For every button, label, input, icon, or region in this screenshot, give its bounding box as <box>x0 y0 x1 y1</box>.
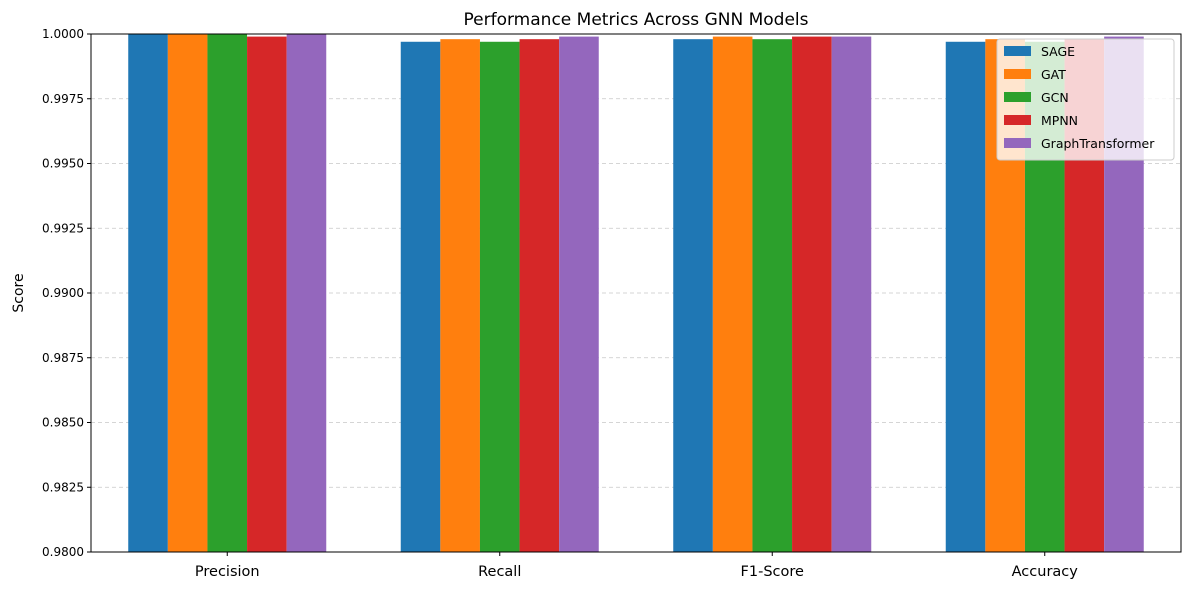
legend: SAGE GAT GCN MPNN GraphTransformer <box>996 38 1175 161</box>
bar-mpnn-recall <box>519 39 560 553</box>
legend-swatch-sage <box>1004 46 1031 56</box>
bar-gcn-f1-score <box>752 39 793 553</box>
legend-swatch-gat <box>1004 69 1031 79</box>
x-tick-label: Precision <box>195 564 260 580</box>
y-tick-label: 0.9975 <box>42 92 84 106</box>
bar-graphtransformer-recall <box>559 36 599 552</box>
legend-label-gat: GAT <box>1041 67 1066 82</box>
legend-box <box>996 38 1175 161</box>
axes: 0.9800 0.9825 0.9850 0.9875 0.9900 0.9925 0.99… <box>42 27 1182 580</box>
y-tick-label: 0.9950 <box>42 157 84 171</box>
chart-title: Performance Metrics Across GNN Models <box>464 10 809 30</box>
legend-label-gcn: GCN <box>1041 90 1069 105</box>
bar-gcn-recall <box>479 41 520 553</box>
y-tick-label: 0.9925 <box>42 221 84 235</box>
bar-mpnn-f1-score <box>792 36 832 552</box>
bar-sage-recall <box>400 41 441 553</box>
y-tick-label: 0.9850 <box>42 416 84 430</box>
bars <box>128 34 1144 553</box>
bar-graphtransformer-precision <box>286 34 327 552</box>
y-tick-label: 0.9825 <box>42 480 84 494</box>
legend-label-graphtransformer: GraphTransformer <box>1041 136 1155 151</box>
legend-swatch-graphtransformer <box>1004 138 1031 148</box>
bar-sage-accuracy <box>945 41 986 553</box>
legend-swatch-mpnn <box>1004 115 1031 125</box>
legend-label-sage: SAGE <box>1041 44 1075 59</box>
y-tick-label: 0.9800 <box>42 545 84 559</box>
y-axis-label: Score <box>11 273 27 312</box>
bar-graphtransformer-f1-score <box>831 36 872 552</box>
legend-label-mpnn: MPNN <box>1041 113 1078 128</box>
x-tick-label: Recall <box>478 564 521 580</box>
bar-sage-f1-score <box>673 39 713 553</box>
x-tick-label: F1-Score <box>741 564 804 580</box>
y-tick-label: 0.9875 <box>42 351 84 365</box>
y-tick-label: 0.9900 <box>42 286 84 300</box>
bar-gat-f1-score <box>712 36 753 552</box>
bar-gcn-precision <box>207 34 248 552</box>
x-tick-label: Accuracy <box>1012 564 1079 580</box>
plot-frame <box>90 33 1182 553</box>
bar-sage-precision <box>128 34 168 552</box>
bar-gat-precision <box>167 34 208 552</box>
legend-swatch-gcn <box>1004 92 1031 102</box>
bar-mpnn-precision <box>247 36 287 552</box>
y-tick-label: 1.0000 <box>42 27 84 41</box>
bar-gat-recall <box>440 39 480 553</box>
